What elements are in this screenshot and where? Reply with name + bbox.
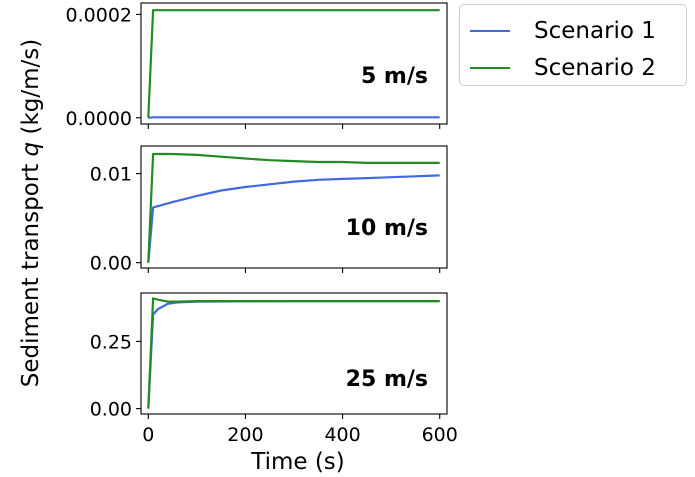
series-line-scenario-1 — [147, 300, 440, 409]
legend-item-scenario-2: Scenario 2 — [470, 53, 656, 83]
y-tick-label: 0.00 — [90, 253, 132, 275]
series-line-scenario-2 — [147, 152, 440, 263]
x-tick-label: 400 — [324, 424, 360, 446]
y-tick-label: 0.00 — [90, 399, 132, 421]
subplot-2: 0.00 0.01 10 m/s — [90, 145, 448, 275]
axes-frame — [140, 292, 448, 415]
legend-label: Scenario 2 — [534, 55, 656, 81]
y-tick-label: 0.0002 — [66, 4, 132, 26]
y-tick-label: 0.25 — [90, 331, 132, 353]
x-axis-label: Time (s) — [250, 449, 345, 475]
series-line-scenario-1 — [148, 116, 440, 119]
y-axis-label: Sediment transport q (kg/m/s) — [18, 39, 44, 387]
legend-swatch-scenario-1 — [470, 30, 510, 32]
series-line-scenario-2 — [147, 9, 440, 118]
subplot-1: 0.0000 0.0002 5 m/s — [66, 2, 448, 130]
legend-swatch-scenario-2 — [470, 67, 510, 69]
legend: Scenario 1 Scenario 2 — [459, 4, 687, 86]
speed-annotation: 10 m/s — [346, 216, 428, 241]
speed-annotation: 5 m/s — [361, 64, 428, 89]
legend-label: Scenario 1 — [534, 18, 656, 44]
x-tick-label: 0 — [142, 424, 154, 446]
y-tick-label: 0.01 — [90, 164, 132, 186]
x-tick-label: 600 — [422, 424, 458, 446]
subplot-3: 0.00 0.25 0 200 400 600 25 m/s — [90, 292, 458, 446]
speed-annotation: 25 m/s — [346, 367, 428, 392]
axes-frame — [140, 145, 448, 269]
series-line-scenario-1 — [147, 174, 440, 263]
y-tick-label: 0.0000 — [66, 108, 132, 130]
x-tick-label: 200 — [227, 424, 263, 446]
axes-frame — [140, 2, 448, 125]
legend-item-scenario-1: Scenario 1 — [470, 16, 656, 46]
series-line-scenario-2 — [147, 297, 440, 409]
